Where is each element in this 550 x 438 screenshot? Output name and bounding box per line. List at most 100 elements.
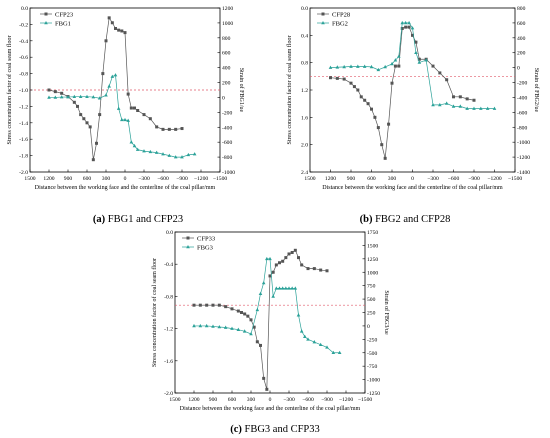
data-point-CFP28: [407, 25, 411, 29]
y-right-tick-label: -1000: [367, 378, 380, 384]
y-right-axis-title: Strain of FBG1/ue: [238, 68, 245, 113]
data-point-CFP23: [161, 127, 165, 131]
y-left-tick-label: 0.4: [301, 33, 308, 39]
data-point-CFP23: [88, 125, 92, 129]
data-point-CFP28: [356, 88, 360, 92]
caption-letter: (c): [230, 424, 242, 435]
data-point-CFP28: [400, 27, 404, 30]
data-point-CFP23: [98, 113, 102, 117]
y-right-tick-label: -1000: [517, 140, 530, 146]
data-point-FBG2: [479, 106, 483, 110]
data-point-FBG3: [230, 326, 234, 330]
data-point-CFP23: [123, 31, 127, 35]
data-point-FBG2: [349, 64, 353, 68]
y-left-tick-label: 2.4: [301, 170, 308, 176]
y-left-tick-label: -1.2: [164, 327, 173, 333]
data-point-CFP28: [349, 81, 353, 85]
figure-caption: (b) FBG2 and CFP28: [360, 214, 451, 225]
caption-text: FBG2 and CFP28: [372, 214, 450, 225]
x-tick-label: −300: [427, 176, 439, 182]
y-right-tick-label: -1400: [517, 170, 530, 176]
x-tick-label: −1500: [508, 176, 523, 182]
data-point-FBG1: [192, 152, 197, 156]
x-tick-label: 0: [124, 176, 127, 182]
y-left-tick-label: -1.8: [19, 154, 28, 160]
data-point-FBG3: [280, 286, 285, 290]
data-point-FBG3: [337, 350, 342, 355]
x-tick-label: 300: [102, 176, 111, 182]
x-axis-title: Distance between the working face and th…: [322, 184, 503, 191]
x-tick-label: 600: [367, 176, 376, 182]
data-point-CFP28: [359, 95, 363, 99]
data-point-CFP33: [255, 340, 259, 344]
figure-caption: (c) FBG3 and CFP33: [230, 424, 320, 435]
y-left-tick-label: -0.4: [164, 262, 173, 268]
data-point-CFP23: [85, 121, 89, 125]
data-point-FBG1: [186, 152, 191, 157]
x-tick-label: −600: [302, 397, 314, 403]
legend-label: FBG2: [332, 20, 348, 27]
data-point-CFP23: [155, 125, 159, 129]
legend-label: CFP33: [197, 235, 215, 242]
y-right-tick-label: 200: [517, 51, 526, 57]
data-point-FBG3: [242, 329, 247, 333]
data-point-CFP28: [373, 115, 377, 119]
data-point-CFP23: [142, 113, 146, 117]
data-point-FBG1: [120, 117, 124, 122]
data-point-FBG3: [277, 286, 282, 290]
data-point-FBG2: [492, 106, 497, 110]
y-right-tick-label: 400: [222, 66, 231, 72]
y-right-tick-label: 800: [517, 6, 526, 12]
caption-text: FBG3 and CFP33: [242, 424, 320, 435]
x-axis-title: Distance between the working face and th…: [180, 405, 361, 412]
data-point-CFP28: [431, 64, 435, 68]
y-right-tick-label: -250: [367, 337, 377, 343]
data-point-CFP28: [390, 81, 394, 85]
y-right-tick-label: 200: [222, 81, 231, 87]
data-point-CFP33: [236, 309, 240, 313]
legend-entry: CFP23: [40, 11, 73, 18]
data-point-FBG2: [403, 20, 408, 25]
data-point-CFP28: [376, 126, 380, 130]
data-point-CFP23: [104, 39, 108, 43]
series-line-FBG1: [49, 74, 195, 158]
data-point-CFP33: [284, 256, 288, 260]
x-tick-label: −300: [283, 397, 295, 403]
y-right-tick-label: -500: [367, 351, 377, 357]
data-point-FBG3: [268, 256, 272, 261]
data-point-CFP33: [274, 263, 278, 267]
chart-c: 1500 1200 900 600 300 0 −300 −600 −900 −1200 −1500…: [151, 230, 390, 435]
data-point-CFP28: [404, 25, 408, 29]
x-tick-label: −1500: [358, 397, 373, 403]
y-right-tick-label: 1750: [367, 230, 378, 236]
data-point-CFP23: [53, 90, 57, 94]
x-tick-label: −900: [468, 176, 480, 182]
data-point-FBG3: [306, 337, 310, 341]
data-point-FBG1: [72, 94, 77, 99]
y-left-tick-label: -0.2: [19, 22, 28, 28]
data-point-CFP28: [458, 95, 462, 99]
data-point-FBG1: [173, 155, 178, 159]
data-point-CFP33: [325, 269, 329, 273]
data-point-FBG2: [328, 65, 333, 69]
y-right-tick-label: 600: [517, 21, 526, 27]
data-point-CFP33: [300, 263, 304, 267]
data-point-CFP23: [60, 91, 64, 95]
legend-marker-square: [186, 236, 190, 240]
x-tick-label: −1200: [487, 176, 502, 182]
x-axis-title: Distance between the working face and th…: [35, 184, 216, 191]
chart-a: 1500 1200 900 600 300 0 −300 −600 −900 −1200 −1500…: [6, 6, 245, 225]
x-tick-label: −1500: [213, 176, 228, 182]
x-tick-label: 1200: [188, 397, 199, 403]
legend-label: FBG3: [197, 244, 213, 251]
data-point-CFP33: [319, 268, 323, 272]
data-point-FBG3: [236, 327, 241, 331]
y-left-axis-title: Stress concentration factor of coal seam…: [6, 36, 13, 145]
data-point-FBG3: [261, 280, 266, 285]
data-point-CFP28: [393, 64, 397, 68]
data-point-FBG2: [451, 104, 456, 108]
y-left-tick-label: -0.8: [19, 72, 28, 78]
data-point-FBG2: [393, 58, 398, 62]
data-point-CFP23: [174, 127, 178, 131]
data-point-FBG3: [265, 256, 269, 261]
